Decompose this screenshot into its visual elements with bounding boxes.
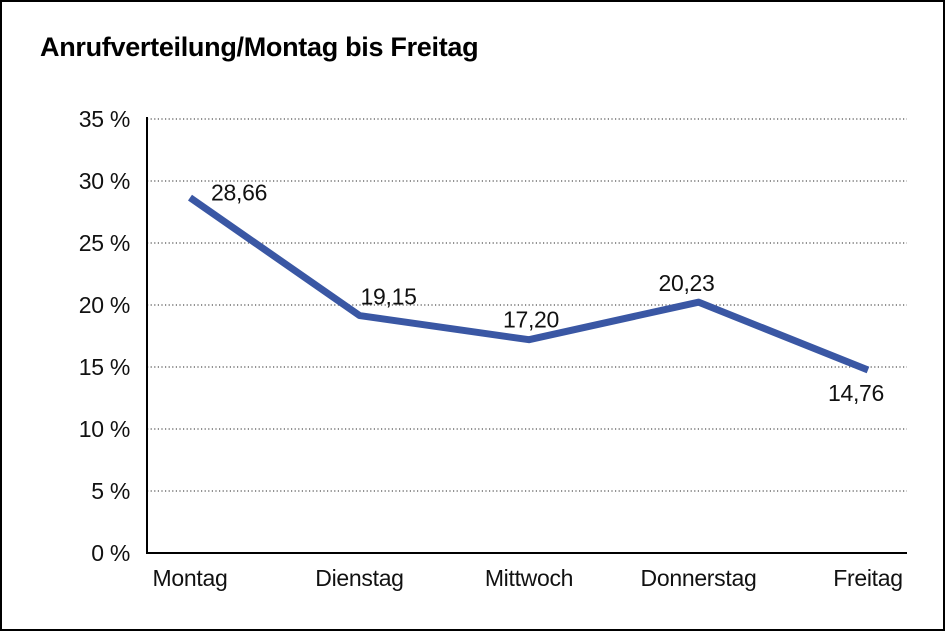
y-tick-label: 0 % (91, 540, 130, 566)
chart-title: Anrufverteilung/Montag bis Freitag (40, 32, 479, 62)
y-tick-label: 10 % (79, 416, 130, 442)
data-line (188, 194, 870, 374)
y-tick-label: 25 % (79, 230, 130, 256)
data-point-label: 14,76 (828, 380, 884, 406)
data-point-label: 19,15 (361, 284, 417, 310)
y-tick-label: 35 % (79, 106, 130, 132)
x-category-label: Dienstag (315, 565, 403, 591)
y-tick-label: 5 % (91, 478, 130, 504)
x-category-label: Freitag (833, 565, 902, 591)
data-point-label: 20,23 (658, 270, 714, 296)
y-tick-label: 20 % (79, 292, 130, 318)
x-category-label: Mittwoch (485, 565, 573, 591)
y-tick-label: 30 % (79, 168, 130, 194)
y-tick-label: 15 % (79, 354, 130, 380)
data-point-label: 28,66 (211, 180, 267, 206)
x-category-label: Donnerstag (641, 565, 757, 591)
x-category-label: Montag (153, 565, 228, 591)
data-point-label: 17,20 (503, 307, 559, 333)
